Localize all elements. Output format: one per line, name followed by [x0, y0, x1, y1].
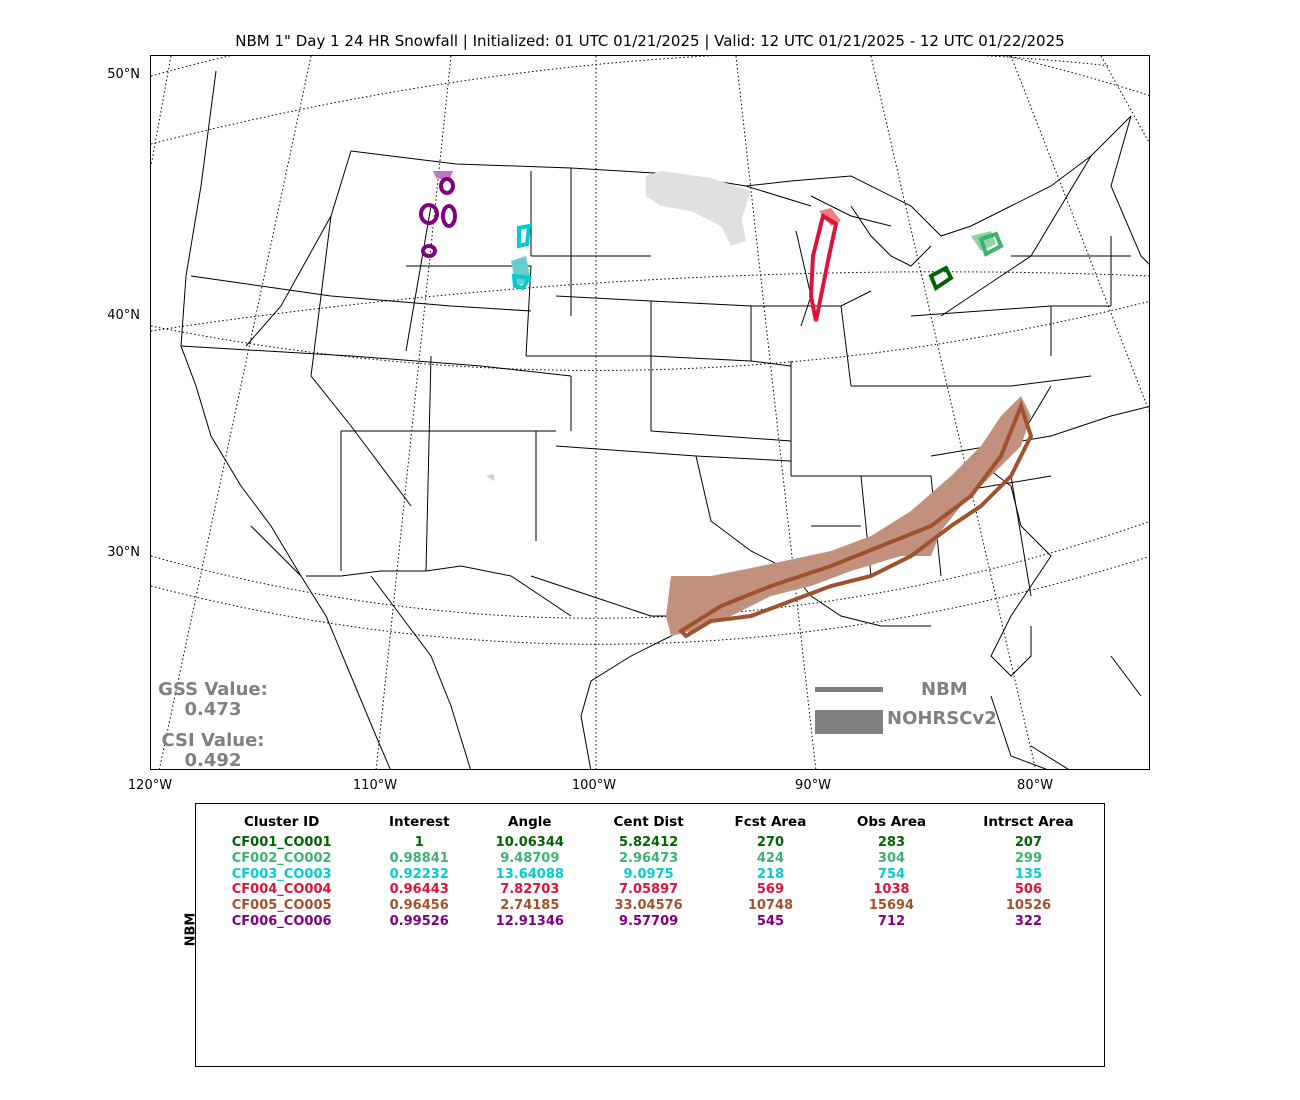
- table-cell: 7.05897: [618, 882, 679, 898]
- table-cell: 10.06344: [495, 835, 564, 850]
- table-row: CF002_CO002 0.98841 9.48709 2.96473 424 304 29…: [196, 851, 1106, 867]
- table-cell: 270: [756, 835, 784, 850]
- table-cell: 9.57709: [618, 913, 679, 929]
- table-cell: 0.99526: [389, 913, 449, 929]
- table-cell: 135: [1014, 866, 1043, 882]
- legend-nbm-label: NBM: [921, 679, 968, 700]
- table-body: CF001_CO001 1 10.06344 5.82412 270 283 207 CF00…: [196, 835, 1106, 930]
- table-cell: 0.98841: [389, 850, 449, 866]
- table-cell: 9.48709: [500, 850, 560, 866]
- lon-label-100: 100°W: [571, 778, 617, 793]
- map-title: NBM 1" Day 1 24 HR Snowfall | Initialize…: [235, 32, 1065, 50]
- table-row: CF001_CO001 1 10.06344 5.82412 270 283 207: [196, 835, 1106, 851]
- table-header-row: Cluster ID Interest Angle Cent Dist Fcst…: [196, 814, 1106, 835]
- table-cell: CF006_CO006: [231, 913, 332, 929]
- lon-label-80: 80°W: [1017, 778, 1053, 793]
- map-panel: NBM NOHRSCv2: [150, 55, 1150, 770]
- table-cell: 0.96456: [389, 898, 449, 914]
- table-cell: 506: [1014, 882, 1043, 898]
- table-cell: 322: [1014, 913, 1043, 929]
- col-angle: Angle: [508, 814, 552, 830]
- lat-label-40: 40°N: [107, 308, 140, 323]
- legend-obs-label: NOHRSCv2: [887, 708, 997, 729]
- table-cell: 9.0975: [623, 866, 674, 882]
- graticule: [151, 56, 1149, 769]
- table-cell: 7.82703: [500, 882, 560, 898]
- legend-obs-swatch: [815, 710, 883, 734]
- table-cell: 10748: [747, 898, 794, 914]
- table-cell: 2.74185: [500, 898, 560, 914]
- col-obs-area: Obs Area: [856, 814, 927, 830]
- table-cell: 283: [877, 835, 906, 850]
- table-cell: 712: [877, 913, 906, 929]
- lat-label-50: 50°N: [107, 67, 140, 82]
- table-cell: 299: [1014, 850, 1043, 866]
- csi-label: CSI Value:: [161, 730, 265, 751]
- table-cell: 0.96443: [389, 882, 449, 898]
- map-canvas: [151, 56, 1149, 769]
- table-cell: 545: [756, 913, 784, 929]
- table-cell: 754: [877, 866, 906, 882]
- table-cell: 10526: [1005, 898, 1052, 914]
- col-intrsct-area: Intrsct Area: [983, 814, 1074, 830]
- csi-value: 0.492: [184, 750, 242, 771]
- col-cent-dist: Cent Dist: [613, 814, 684, 830]
- forecast-clusters: [419, 177, 1034, 639]
- table-row: CF005_CO005 0.96456 2.74185 33.04576 10748 15…: [196, 898, 1106, 914]
- table-row: CF006_CO006 0.99526 12.91346 9.57709 545 712 3…: [196, 914, 1106, 930]
- lon-label-90: 90°W: [795, 778, 831, 793]
- table-cell: 0.92232: [389, 866, 449, 882]
- table-cell: 304: [877, 850, 906, 866]
- state-borders: [180, 70, 1149, 769]
- table-cell: 15694: [868, 898, 915, 914]
- table-cell: 207: [1014, 835, 1043, 850]
- table-cell: 12.91346: [495, 913, 564, 929]
- stats-table-panel: Cluster ID Interest Angle Cent Dist Fcst…: [195, 803, 1105, 1067]
- table-cell: CF002_CO002: [231, 850, 332, 866]
- lat-label-30: 30°N: [107, 545, 140, 560]
- stats-table: Cluster ID Interest Angle Cent Dist Fcst…: [196, 814, 1106, 930]
- observed-regions: [433, 171, 1031, 636]
- col-cluster-id: Cluster ID: [243, 814, 320, 830]
- table-cell: CF003_CO003: [231, 866, 332, 882]
- table-cell: 5.82412: [618, 835, 679, 850]
- table-cell: CF005_CO005: [231, 898, 332, 914]
- table-row: CF003_CO003 0.92232 13.64088 9.0975 218 754 13…: [196, 867, 1106, 883]
- table-cell: 569: [756, 882, 784, 898]
- table-cell: 2.96473: [618, 850, 679, 866]
- table-cell: CF001_CO001: [231, 835, 332, 850]
- table-cell: 424: [756, 850, 784, 866]
- table-cell: 13.64088: [495, 866, 564, 882]
- table-cell: 1038: [873, 882, 910, 898]
- col-interest: Interest: [388, 814, 450, 830]
- legend-nbm-swatch: [815, 687, 883, 692]
- table-cell: 33.04576: [614, 898, 683, 914]
- table-row: CF004_CO004 0.96443 7.82703 7.05897 569 1038 5…: [196, 882, 1106, 898]
- gss-label: GSS Value:: [158, 679, 268, 700]
- table-cell: 218: [756, 866, 784, 882]
- table-cell: CF004_CO004: [231, 882, 332, 898]
- lon-label-110: 110°W: [352, 778, 398, 793]
- table-cell: 1: [414, 835, 424, 850]
- lon-label-120: 120°W: [127, 778, 173, 793]
- gss-value: 0.473: [184, 699, 242, 720]
- col-fcst-area: Fcst Area: [734, 814, 807, 830]
